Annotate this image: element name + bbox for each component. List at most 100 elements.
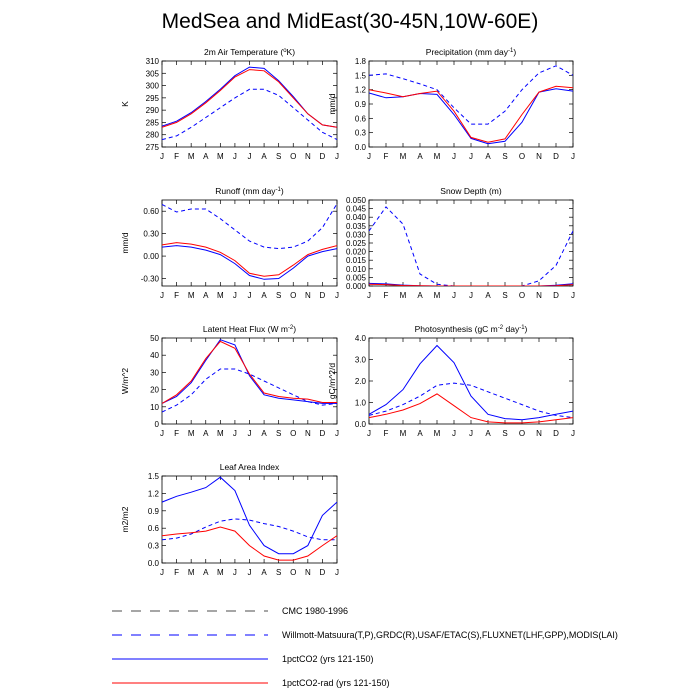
y-tick-label: 0.020 bbox=[346, 248, 367, 257]
x-tick-label: J bbox=[248, 291, 252, 300]
x-tick-label: O bbox=[519, 429, 525, 438]
y-tick-label: 0.3 bbox=[148, 542, 160, 551]
y-axis-label: mm/d bbox=[120, 232, 130, 254]
x-tick-label: M bbox=[434, 429, 441, 438]
chart-panel-6: Photosynthesis (gC m-2 day-1) 0.0 1.0 2.0 3.… bbox=[327, 324, 575, 438]
legend-label-2: Willmott-Matsuura(T,P),GRDC(R),USAF/ETAC… bbox=[282, 630, 618, 640]
legend: CMC 1980-1996 Willmott-Matsuura(T,P),GRDC… bbox=[112, 606, 618, 688]
x-tick-label: J bbox=[367, 152, 371, 161]
series-line-2 bbox=[162, 339, 337, 404]
y-tick-label: 1.0 bbox=[355, 399, 367, 408]
series-group bbox=[162, 476, 337, 561]
x-tick-label: A bbox=[417, 291, 423, 300]
y-tick-label: 0.015 bbox=[346, 256, 367, 265]
x-tick-label: F bbox=[384, 291, 389, 300]
legend-label-4: 1pctCO2-rad (yrs 121-150) bbox=[282, 678, 390, 688]
series-group bbox=[162, 203, 337, 280]
panel-title: Precipitation (mm day-1) bbox=[426, 47, 517, 57]
series-line-1 bbox=[162, 518, 337, 541]
y-tick-label: 0.050 bbox=[346, 196, 367, 205]
y-tick-label: 0.0 bbox=[355, 143, 367, 152]
y-tick-label: 1.8 bbox=[355, 57, 367, 66]
series-line-2 bbox=[162, 66, 337, 128]
x-tick-label: J bbox=[452, 152, 456, 161]
y-tick-label: 290 bbox=[146, 106, 160, 115]
x-tick-label: J bbox=[571, 429, 575, 438]
x-tick-label: J bbox=[571, 291, 575, 300]
x-tick-label: O bbox=[290, 568, 296, 577]
y-tick-label: 0.9 bbox=[148, 507, 160, 516]
series-line-1 bbox=[369, 382, 573, 419]
x-tick-label: N bbox=[536, 152, 542, 161]
y-tick-label: 4.0 bbox=[355, 334, 367, 343]
series-line-2 bbox=[369, 344, 573, 421]
series-group bbox=[369, 65, 573, 145]
x-tick-label: M bbox=[188, 568, 195, 577]
series-group bbox=[369, 344, 573, 424]
series-line-2 bbox=[369, 88, 573, 145]
x-tick-label: A bbox=[485, 429, 491, 438]
x-tick-label: J bbox=[233, 152, 237, 161]
x-tick-label: M bbox=[400, 291, 407, 300]
x-tick-label: D bbox=[320, 291, 326, 300]
legend-label-3: 1pctCO2 (yrs 121-150) bbox=[282, 654, 374, 664]
y-tick-label: 1.5 bbox=[148, 472, 160, 481]
x-tick-label: J bbox=[233, 568, 237, 577]
y-tick-label: 3.0 bbox=[355, 356, 367, 365]
x-tick-label: J bbox=[452, 429, 456, 438]
y-tick-label: 0.0 bbox=[355, 420, 367, 429]
y-tick-label: 20 bbox=[150, 386, 159, 395]
y-tick-label: 40 bbox=[150, 351, 159, 360]
x-tick-label: N bbox=[305, 429, 311, 438]
plot-frame bbox=[161, 337, 338, 425]
series-line-3 bbox=[369, 85, 573, 143]
x-tick-label: J bbox=[160, 291, 164, 300]
page-title: MedSea and MidEast(30-45N,10W-60E) bbox=[161, 10, 539, 33]
y-axis-label: m2/m2 bbox=[120, 506, 130, 532]
y-tick-label: -0.30 bbox=[141, 275, 160, 284]
series-line-3 bbox=[369, 283, 573, 286]
y-tick-label: 0.035 bbox=[346, 222, 367, 231]
chart-panel-1: 2m Air Temperature (oK) 275 280 285 290 295 30… bbox=[120, 47, 339, 161]
plot-frame bbox=[368, 199, 574, 287]
x-tick-label: M bbox=[400, 152, 407, 161]
x-tick-label: N bbox=[305, 152, 311, 161]
plot-frame bbox=[368, 60, 574, 148]
y-tick-label: 0.6 bbox=[148, 524, 160, 533]
x-tick-label: M bbox=[188, 291, 195, 300]
chart-panel-3: Runoff (mm day-1)-0.300.000.300.60J F M A M J… bbox=[120, 186, 339, 300]
x-tick-label: F bbox=[384, 429, 389, 438]
x-tick-label: A bbox=[261, 291, 267, 300]
x-tick-label: J bbox=[233, 291, 237, 300]
x-tick-label: O bbox=[519, 152, 525, 161]
series-line-1 bbox=[369, 206, 573, 286]
y-tick-label: 1.2 bbox=[148, 489, 160, 498]
y-tick-label: 1.2 bbox=[355, 86, 367, 95]
x-tick-label: A bbox=[203, 568, 209, 577]
chart-panel-4: Snow Depth (m)0.0000.0050.0100.0150.0200… bbox=[346, 186, 575, 300]
y-tick-label: 0.60 bbox=[143, 207, 159, 216]
x-tick-label: D bbox=[553, 152, 559, 161]
y-tick-label: 0.00 bbox=[143, 252, 159, 261]
x-tick-label: A bbox=[417, 429, 423, 438]
x-tick-label: J bbox=[160, 568, 164, 577]
x-tick-label: M bbox=[217, 429, 224, 438]
x-tick-label: J bbox=[367, 429, 371, 438]
y-tick-label: 275 bbox=[146, 143, 160, 152]
y-tick-label: 30 bbox=[150, 368, 159, 377]
y-tick-label: 0.010 bbox=[346, 265, 367, 274]
x-tick-label: D bbox=[320, 429, 326, 438]
x-tick-label: A bbox=[485, 291, 491, 300]
y-tick-label: 305 bbox=[146, 69, 160, 78]
x-tick-label: M bbox=[188, 152, 195, 161]
y-tick-label: 0.0 bbox=[148, 559, 160, 568]
series-line-2 bbox=[162, 476, 337, 555]
panel-title: Leaf Area Index bbox=[220, 462, 280, 472]
x-tick-label: M bbox=[400, 429, 407, 438]
series-group bbox=[162, 339, 337, 413]
x-tick-label: J bbox=[469, 429, 473, 438]
chart-panel-2: Precipitation (mm day-1) 0.0 0.3 0.6 0.9 1.2 1… bbox=[327, 47, 575, 161]
y-tick-label: 0.3 bbox=[355, 129, 367, 138]
y-axis-label: K bbox=[120, 101, 130, 107]
